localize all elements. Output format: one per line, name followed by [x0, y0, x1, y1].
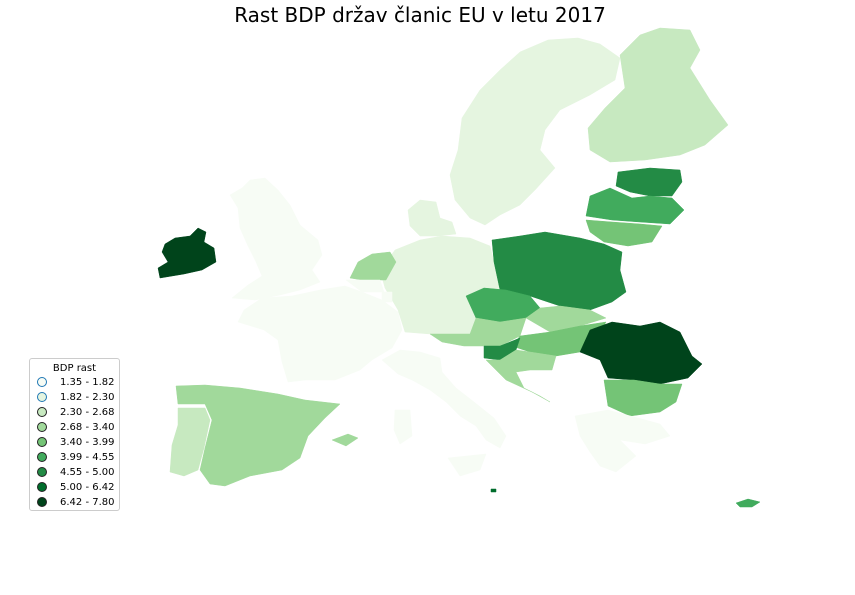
legend-label: 6.42 - 7.80: [60, 497, 115, 508]
legend-label: 3.99 - 4.55: [60, 452, 115, 463]
legend-swatch: [37, 377, 47, 387]
region-estonia[interactable]: [615, 167, 683, 197]
region-sicily[interactable]: [447, 453, 487, 477]
legend-swatch: [37, 452, 47, 462]
legend-swatch: [37, 497, 47, 507]
region-cyprus[interactable]: [735, 498, 761, 508]
region-portugal[interactable]: [169, 407, 211, 477]
region-latvia[interactable]: [585, 187, 685, 225]
legend-swatch: [37, 467, 47, 477]
legend-item: 2.68 - 3.40: [30, 420, 119, 435]
legend-item: 4.55 - 5.00: [30, 465, 119, 480]
legend-title: BDP rast: [52, 363, 97, 374]
legend-item: 2.30 - 2.68: [30, 405, 119, 420]
legend-item: 1.82 - 2.30: [30, 390, 119, 405]
region-sardinia[interactable]: [393, 409, 413, 445]
region-france[interactable]: [237, 285, 403, 383]
legend-item: 6.42 - 7.80: [30, 495, 119, 510]
region-croatia[interactable]: [485, 349, 557, 403]
legend-label: 3.40 - 3.99: [60, 437, 115, 448]
region-luxembourg[interactable]: [381, 291, 393, 303]
legend-swatch: [37, 422, 47, 432]
region-sweden[interactable]: [449, 37, 621, 226]
region-ireland[interactable]: [157, 227, 217, 279]
legend-item: 3.40 - 3.99: [30, 435, 119, 450]
region-netherlands[interactable]: [349, 251, 397, 281]
legend-swatch: [37, 407, 47, 417]
region-united-kingdom[interactable]: [229, 177, 323, 301]
map-legend: BDP rast 1.35 - 1.82 1.82 - 2.30 2.30 - 2.…: [29, 358, 120, 511]
legend-item: 1.35 - 1.82: [30, 375, 119, 390]
region-lithuania[interactable]: [585, 219, 663, 247]
region-romania[interactable]: [579, 321, 703, 385]
legend-swatch: [37, 437, 47, 447]
legend-item: 3.99 - 4.55: [30, 450, 119, 465]
legend-label: 1.82 - 2.30: [60, 392, 115, 403]
legend-label: 1.35 - 1.82: [60, 377, 115, 388]
legend-label: 2.68 - 3.40: [60, 422, 115, 433]
region-bulgaria[interactable]: [603, 379, 683, 417]
region-denmark[interactable]: [407, 199, 457, 237]
legend-label: 2.30 - 2.68: [60, 407, 115, 418]
region-balearic-islands[interactable]: [331, 433, 359, 447]
region-greece[interactable]: [574, 409, 671, 473]
region-finland[interactable]: [587, 27, 729, 163]
legend-item: 5.00 - 6.42: [30, 480, 119, 495]
region-malta[interactable]: [490, 488, 497, 493]
legend-swatch: [37, 392, 47, 402]
legend-label: 5.00 - 6.42: [60, 482, 115, 493]
region-austria[interactable]: [429, 317, 527, 347]
region-italy[interactable]: [381, 349, 507, 449]
legend-label: 4.55 - 5.00: [60, 467, 115, 478]
map-title: Rast BDP držav članic EU v letu 2017: [234, 3, 606, 27]
legend-swatch: [37, 482, 47, 492]
region-spain[interactable]: [175, 384, 341, 487]
